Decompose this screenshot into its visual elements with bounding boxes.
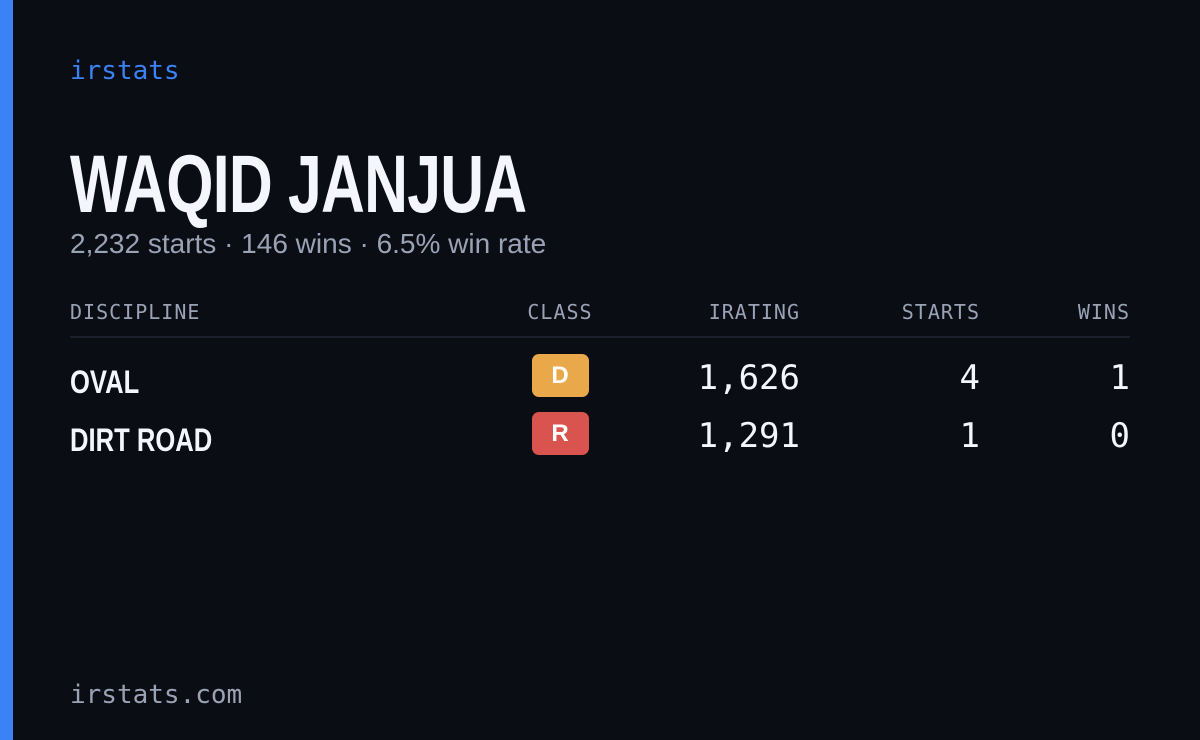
starts: 4 — [959, 358, 980, 398]
wins: 0 — [1109, 416, 1130, 456]
footer: irstats.com — [70, 680, 243, 710]
column-header: CLASS — [527, 300, 593, 324]
irating: 1,291 — [697, 416, 800, 456]
wins: 1 — [1109, 358, 1130, 398]
discipline: OVAL — [70, 364, 140, 400]
irating: 1,626 — [697, 358, 800, 398]
column-header: WINS — [1077, 300, 1130, 324]
accent-bar — [0, 0, 13, 740]
column-header: STARTS — [901, 300, 980, 324]
summary: 2,232 starts · 146 wins · 6.5% win rate — [70, 228, 547, 259]
column-header: IRATING — [708, 300, 800, 324]
class-badge: R — [531, 412, 589, 455]
column-header: DISCIPLINE — [70, 300, 201, 324]
starts: 1 — [959, 416, 980, 456]
discipline: DIRT ROAD — [70, 422, 213, 458]
class-badge: D — [531, 354, 589, 397]
driver-name: WAQID JANJUA — [70, 139, 527, 230]
header-rule — [70, 336, 1130, 338]
brand: irstats — [70, 56, 180, 86]
